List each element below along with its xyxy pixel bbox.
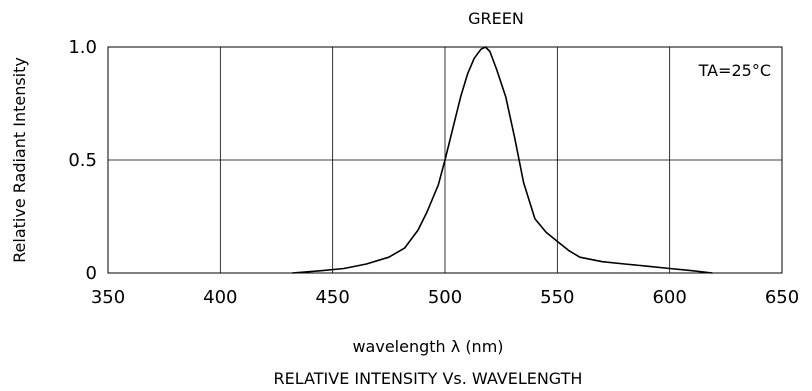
x-tick-label: 600 — [652, 287, 686, 308]
x-tick-label: 550 — [540, 287, 574, 308]
x-tick-label: 350 — [91, 287, 125, 308]
y-tick-label: 0.5 — [68, 150, 97, 171]
y-tick-labels: 0 0.5 1.0 — [68, 37, 97, 284]
x-tick-label: 500 — [428, 287, 462, 308]
y-tick-label: 0 — [86, 263, 97, 284]
x-tick-label: 400 — [203, 287, 237, 308]
x-tick-labels: 350 400 450 500 550 600 650 — [91, 287, 799, 308]
x-tick-label: 450 — [315, 287, 349, 308]
y-axis-label: Relative Radiant Intensity — [10, 57, 29, 263]
x-tick-label: 650 — [765, 287, 799, 308]
chart-title: GREEN — [468, 9, 524, 28]
y-tick-label: 1.0 — [68, 37, 97, 58]
temperature-annotation: TA=25°C — [698, 61, 771, 80]
chart-caption: RELATIVE INTENSITY Vs. WAVELENGTH — [274, 369, 583, 388]
x-axis-label: wavelength λ (nm) — [352, 337, 503, 356]
